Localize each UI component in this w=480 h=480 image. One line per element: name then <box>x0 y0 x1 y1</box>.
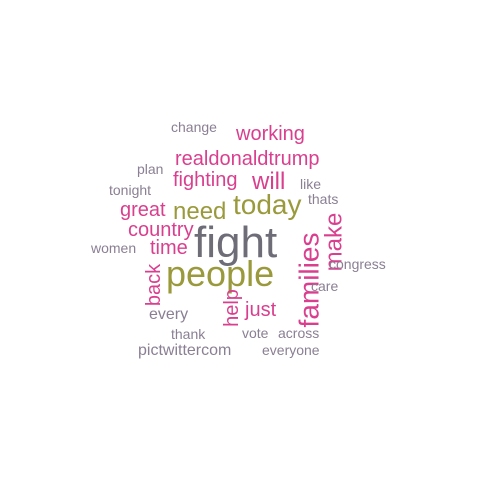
word-vote: vote <box>242 325 269 341</box>
word-across: across <box>278 325 320 341</box>
word-thats: thats <box>308 191 339 207</box>
word-care: care <box>311 278 339 294</box>
word-today: today <box>233 189 302 220</box>
word-congress: congress <box>329 256 386 272</box>
word-fight: fight <box>194 218 278 267</box>
word-help: help <box>220 289 243 327</box>
word-great: great <box>120 199 166 221</box>
word-people: people <box>166 253 275 294</box>
word-change: change <box>171 119 217 135</box>
word-need: need <box>173 198 227 225</box>
word-realdonaldtrump: realdonaldtrump <box>175 148 320 170</box>
word-plan: plan <box>137 161 164 177</box>
word-fighting: fighting <box>173 169 238 191</box>
word-women: women <box>91 240 137 256</box>
word-time: time <box>150 237 188 259</box>
word-working: working <box>236 123 305 145</box>
word-everyone: everyone <box>262 342 320 358</box>
word-back: back <box>143 263 166 307</box>
word-just: just <box>245 299 277 321</box>
word-will: will <box>252 168 286 195</box>
word-thank: thank <box>171 326 206 342</box>
word-tonight: tonight <box>109 182 152 198</box>
word-pictwittercom: pictwittercom <box>138 342 232 359</box>
word-every: every <box>149 306 189 323</box>
word-like: like <box>300 176 322 192</box>
word-country: country <box>128 219 194 241</box>
